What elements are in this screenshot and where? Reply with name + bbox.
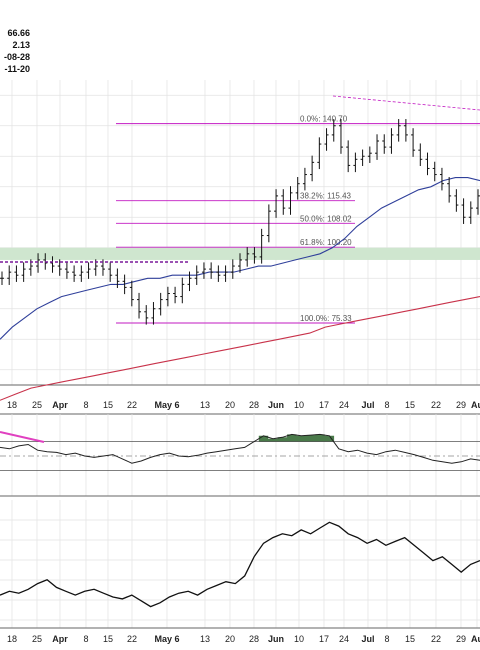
oscillator-line: [0, 433, 480, 464]
lower-indicator-grid: [0, 500, 480, 628]
x-tick-label: 29: [456, 400, 466, 410]
fib-label: 61.8%: 100.20: [300, 238, 352, 247]
x-tick-label: Au: [471, 400, 480, 410]
readout-1: 66.66: [7, 28, 30, 38]
price-bars: [0, 119, 480, 325]
fib-label: 0.0%: 140.70: [300, 115, 348, 124]
x-tick-label: 15: [103, 400, 113, 410]
x-tick-label: 15: [103, 634, 113, 644]
x-tick-label: Jun: [268, 634, 284, 644]
x-tick-label: 22: [431, 634, 441, 644]
x-tick-label: Apr: [52, 400, 68, 410]
x-tick-label: May 6: [154, 634, 179, 644]
fib-label: 38.2%: 115.43: [300, 192, 352, 201]
readout-3: -08-28: [4, 52, 30, 62]
x-tick-label: 10: [294, 400, 304, 410]
x-tick-label: 8: [83, 634, 88, 644]
x-tick-label: 29: [456, 634, 466, 644]
x-tick-label: 28: [249, 400, 259, 410]
x-tick-label: 18: [7, 400, 17, 410]
x-tick-label: Jul: [361, 634, 374, 644]
x-tick-label: 17: [319, 400, 329, 410]
x-tick-label: Jun: [268, 400, 284, 410]
fib-label: 100.0%: 75.33: [300, 314, 352, 323]
x-tick-label: 24: [339, 400, 349, 410]
x-tick-label: 13: [200, 634, 210, 644]
x-tick-label: 22: [127, 400, 137, 410]
x-tick-label: 22: [431, 400, 441, 410]
x-tick-label: May 6: [154, 400, 179, 410]
oscillator-panel: [0, 413, 480, 497]
moving-average-long: [0, 296, 480, 401]
price-panel: 0.0%: 140.70 38.2%: 115.43 50.0%: 108.02 61…: [0, 80, 480, 401]
x-tick-label: 20: [225, 400, 235, 410]
lower-indicator-line: [0, 521, 480, 608]
readout-2: 2.13: [12, 40, 30, 50]
readout-4: -11-20: [4, 64, 30, 74]
x-tick-label: 22: [127, 634, 137, 644]
x-tick-label: 13: [200, 400, 210, 410]
oscillator-grid: [11, 414, 478, 496]
x-tick-label: 25: [32, 634, 42, 644]
x-tick-label: 15: [405, 634, 415, 644]
x-axis-labels-top: 18 25 Apr 8 15 22 May 6 13 20 28 Jun 10 17 24 Jul 8 15 22…: [7, 400, 480, 410]
x-tick-label: 8: [384, 634, 389, 644]
x-tick-label: 10: [294, 634, 304, 644]
oscillator-overbought-fill: [258, 434, 335, 442]
x-tick-label: 24: [339, 634, 349, 644]
x-tick-label: Apr: [52, 634, 68, 644]
x-tick-label: 25: [32, 400, 42, 410]
price-panel-bg: [0, 80, 480, 385]
x-tick-label: 17: [319, 634, 329, 644]
x-tick-label: 20: [225, 634, 235, 644]
x-axis-labels-bottom: 18 25 Apr 8 15 22 May 6 13 20 28 Jun 10 17 24 Jul 8 15 22…: [7, 634, 480, 644]
divergence-line: [0, 431, 45, 443]
lower-indicator-panel: [0, 500, 480, 629]
price-grid: [0, 80, 480, 385]
x-tick-label: 18: [7, 634, 17, 644]
x-tick-label: 8: [384, 400, 389, 410]
header-readouts: 66.66 2.13 -08-28 -11-20: [4, 28, 30, 74]
x-tick-label: Jul: [361, 400, 374, 410]
fibonacci-levels: 0.0%: 140.70 38.2%: 115.43 50.0%: 108.02 61…: [116, 115, 480, 324]
x-tick-label: 28: [249, 634, 259, 644]
fib-label: 50.0%: 108.02: [300, 214, 352, 223]
x-tick-label: 15: [405, 400, 415, 410]
x-tick-label: Au: [471, 634, 480, 644]
x-tick-label: 8: [83, 400, 88, 410]
